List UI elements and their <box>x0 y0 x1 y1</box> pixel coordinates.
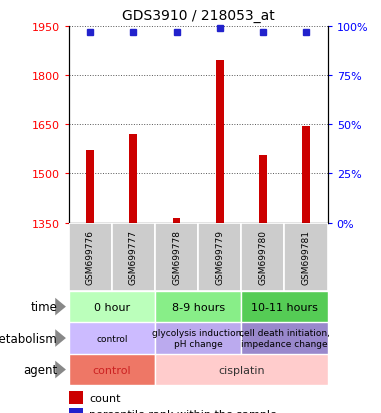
Text: GSM699780: GSM699780 <box>258 230 267 285</box>
Bar <box>241 223 285 291</box>
Text: GSM699779: GSM699779 <box>215 230 224 285</box>
Text: GSM699781: GSM699781 <box>302 230 311 285</box>
Bar <box>69 223 112 291</box>
Bar <box>130 135 137 223</box>
Bar <box>241 291 328 323</box>
Text: agent: agent <box>23 363 57 376</box>
Bar <box>155 323 241 354</box>
Bar <box>86 151 94 223</box>
Bar <box>69 408 83 413</box>
Bar <box>173 219 181 223</box>
Polygon shape <box>55 298 66 316</box>
Text: control: control <box>96 334 128 343</box>
Text: control: control <box>93 365 131 375</box>
Text: 8-9 hours: 8-9 hours <box>171 302 225 312</box>
Polygon shape <box>55 361 66 378</box>
Text: glycolysis induction,
pH change: glycolysis induction, pH change <box>152 329 244 348</box>
Bar <box>69 354 155 385</box>
Text: 10-11 hours: 10-11 hours <box>251 302 318 312</box>
Polygon shape <box>55 330 66 347</box>
Text: cell death initiation,
impedance change: cell death initiation, impedance change <box>239 329 330 348</box>
Text: count: count <box>89 393 121 403</box>
Bar <box>69 323 155 354</box>
Text: time: time <box>30 300 57 313</box>
Text: cisplatin: cisplatin <box>218 365 265 375</box>
Text: GSM699778: GSM699778 <box>172 230 181 285</box>
Title: GDS3910 / 218053_at: GDS3910 / 218053_at <box>122 9 274 23</box>
Text: GSM699776: GSM699776 <box>86 230 94 285</box>
Text: percentile rank within the sample: percentile rank within the sample <box>89 409 277 413</box>
Bar <box>155 223 198 291</box>
Bar <box>285 223 328 291</box>
Bar <box>302 126 310 223</box>
Bar <box>112 223 155 291</box>
Bar <box>241 323 328 354</box>
Bar <box>259 156 267 223</box>
Text: GSM699777: GSM699777 <box>129 230 138 285</box>
Bar <box>69 391 83 404</box>
Bar <box>155 291 241 323</box>
Text: 0 hour: 0 hour <box>94 302 130 312</box>
Bar <box>198 223 241 291</box>
Bar <box>69 291 155 323</box>
Bar <box>216 61 224 223</box>
Bar <box>155 354 328 385</box>
Text: metabolism: metabolism <box>0 332 57 345</box>
